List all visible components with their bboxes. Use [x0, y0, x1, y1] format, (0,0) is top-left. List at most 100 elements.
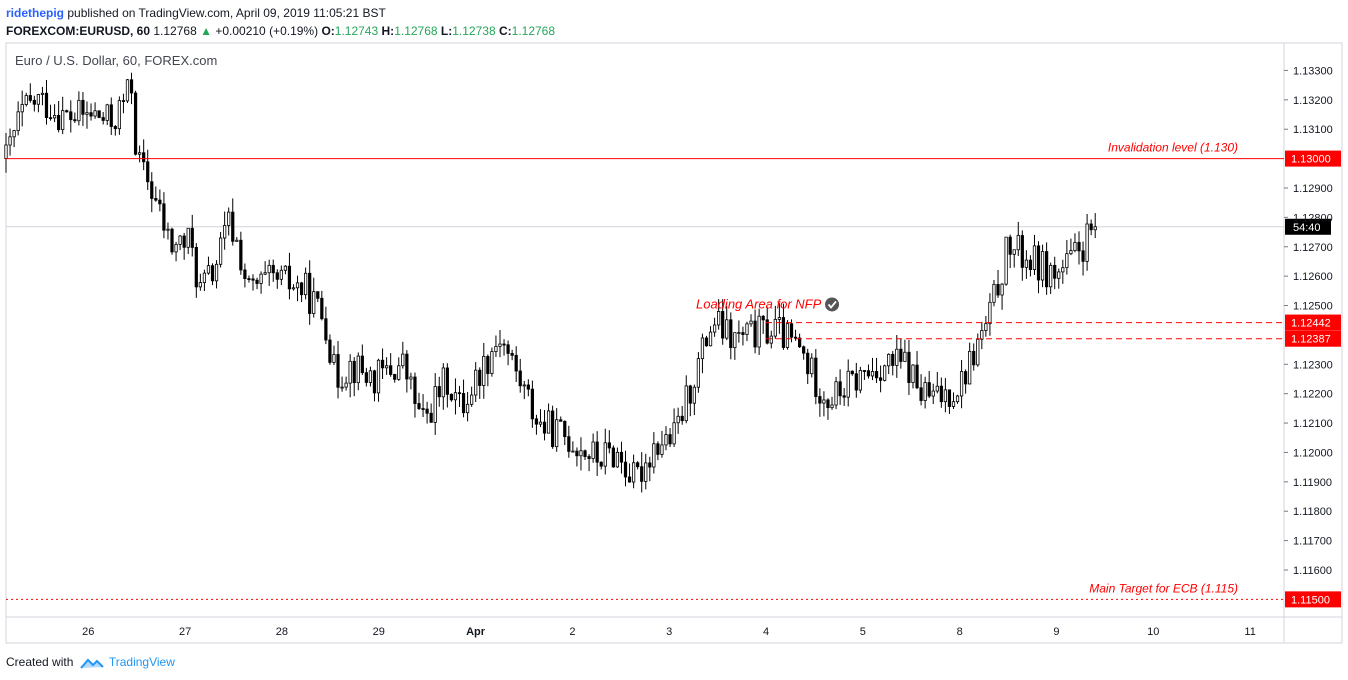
x-tick-label: 27 — [179, 626, 191, 638]
candle — [733, 332, 737, 360]
candle — [696, 352, 701, 393]
candle — [514, 346, 518, 382]
candle — [911, 364, 915, 389]
candle — [878, 365, 883, 393]
candle — [117, 96, 121, 135]
candle — [1077, 231, 1081, 265]
price-badge — [1285, 330, 1341, 347]
candle — [259, 271, 263, 294]
open-value: 1.12743 — [334, 24, 379, 38]
candle — [32, 95, 36, 112]
candle — [457, 385, 462, 407]
x-tick-label: 4 — [763, 626, 769, 638]
candle — [182, 232, 186, 260]
candle — [409, 372, 413, 390]
y-tick-label: 1.11900 — [1293, 477, 1332, 489]
candle — [648, 456, 652, 482]
candle — [20, 90, 24, 127]
candle — [121, 93, 126, 114]
check-icon — [825, 297, 840, 312]
candle — [1032, 234, 1037, 275]
candle — [194, 243, 198, 298]
candle — [567, 425, 571, 458]
candle — [279, 265, 283, 286]
candle — [591, 433, 595, 463]
candle — [826, 398, 830, 420]
candle — [401, 341, 405, 369]
candle — [866, 364, 871, 379]
candle — [870, 357, 875, 381]
candle — [721, 299, 725, 345]
candle — [461, 379, 466, 418]
candle — [283, 265, 287, 275]
x-tick-label: 26 — [82, 626, 94, 638]
candle — [741, 326, 745, 346]
candle — [964, 369, 968, 394]
candle — [48, 104, 53, 121]
candle — [158, 189, 162, 212]
price-badge-label: 1.13000 — [1291, 154, 1331, 166]
candle — [239, 231, 243, 275]
candle — [437, 376, 441, 407]
candle — [915, 351, 919, 390]
candle — [4, 132, 8, 173]
candle — [93, 102, 97, 119]
candle — [247, 275, 251, 283]
candle — [636, 461, 640, 470]
y-tick-label: 1.12100 — [1293, 418, 1333, 430]
x-tick-label: 8 — [957, 626, 963, 638]
candle — [822, 391, 826, 417]
candle — [672, 408, 676, 447]
candle — [846, 359, 850, 407]
candle — [380, 348, 385, 380]
candle — [316, 291, 320, 303]
candle — [214, 260, 219, 289]
candle — [360, 344, 364, 375]
candle — [806, 348, 810, 384]
candle — [1089, 219, 1093, 236]
candle — [579, 437, 583, 471]
candle — [441, 363, 445, 410]
candle — [842, 387, 846, 406]
candle — [73, 112, 77, 124]
candle — [526, 379, 530, 397]
candle — [421, 394, 425, 418]
y-tick-label: 1.12300 — [1293, 359, 1333, 371]
candle — [166, 222, 170, 240]
candle — [291, 284, 296, 291]
candle — [1069, 238, 1073, 256]
candle — [542, 410, 547, 441]
candle — [611, 445, 615, 468]
candle — [304, 267, 308, 300]
tradingview-brand-link[interactable]: TradingView — [108, 655, 175, 669]
candle — [887, 353, 891, 375]
candle — [494, 335, 498, 357]
candle — [57, 100, 61, 133]
candle — [1000, 283, 1004, 310]
candle — [397, 357, 401, 381]
candle — [174, 241, 178, 262]
x-tick-label: 28 — [276, 626, 288, 638]
candle — [684, 375, 688, 424]
price-badge — [1285, 591, 1341, 608]
candle — [919, 374, 923, 406]
candle — [8, 128, 12, 156]
symbol-line: FOREXCOM:EURUSD, 60 1.12768 ▲ +0.00210 (… — [6, 22, 1342, 40]
candle — [652, 432, 656, 474]
candle — [818, 388, 822, 417]
candle — [798, 333, 802, 349]
candle — [688, 384, 692, 417]
candle — [883, 364, 887, 382]
candle — [425, 401, 429, 424]
candle — [858, 366, 862, 394]
candle — [105, 103, 109, 126]
tradingview-logo-icon — [79, 658, 104, 669]
candle — [376, 358, 381, 402]
countdown-badge — [1285, 218, 1331, 235]
username-link[interactable]: ridethepig — [6, 6, 65, 20]
candle — [538, 409, 543, 428]
candle — [1040, 244, 1045, 288]
candle — [206, 256, 211, 275]
candle — [862, 370, 867, 380]
